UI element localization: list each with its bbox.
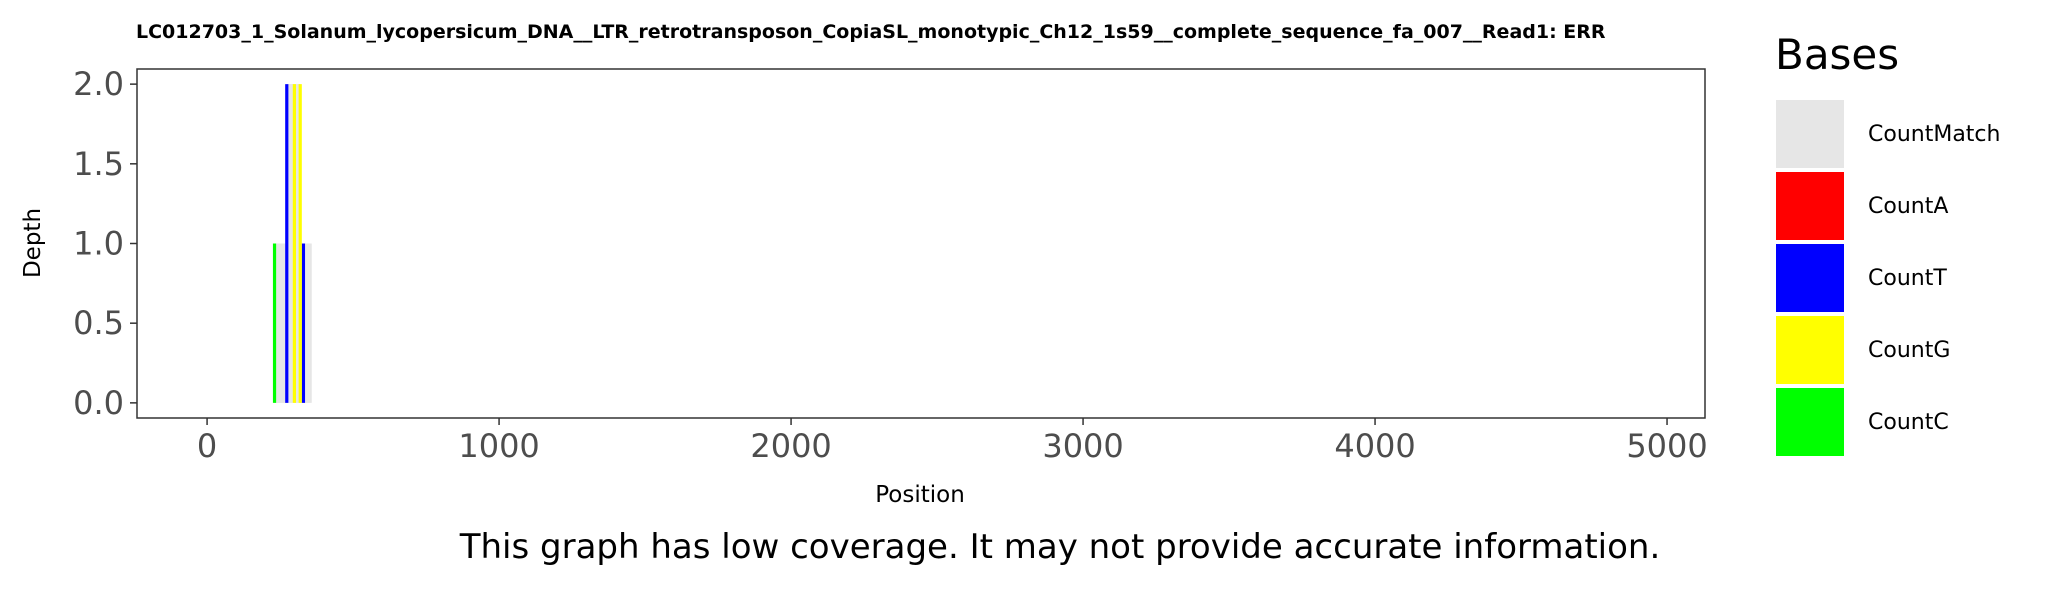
legend-label-counta: CountA [1868,194,1948,219]
legend-swatch-countg [1776,316,1844,384]
legend-title: Bases [1775,30,1899,79]
bar-countt-1 [301,243,306,403]
bar-countg-1 [298,84,302,403]
legend-label-countt: CountT [1868,266,1947,291]
legend-label-countmatch: CountMatch [1868,122,2000,147]
y-axis-label: Depth [20,208,46,278]
y-tick-label-4: 2.0 [73,65,124,103]
low-coverage-note: This graph has low coverage. It may not … [459,527,1661,567]
legend-label-countc: CountC [1868,410,1949,435]
chart-title: LC012703_1_Solanum_lycopersicum_DNA__LTR… [136,21,1606,43]
legend-items: CountMatch CountA CountT CountG CountC [1776,100,2000,456]
legend: Bases CountMatch CountA CountT CountG CountC [1775,30,2000,456]
bar-countt-0 [285,84,289,403]
y-tick-label-3: 1.5 [73,145,124,183]
plot-background [137,69,1705,418]
legend-swatch-counta [1776,172,1844,240]
bar-countg-0 [292,84,296,403]
legend-swatch-countt [1776,244,1844,312]
x-tick-label-0: 0 [197,427,217,465]
y-tick-label-1: 0.5 [73,304,124,342]
legend-label-countg: CountG [1868,338,1950,363]
bar-countmatch-27 [308,243,312,403]
legend-swatch-countmatch [1776,100,1844,168]
y-axis: 0.0 0.5 1.0 1.5 2.0 [73,65,137,422]
y-tick-label-2: 1.0 [73,225,124,263]
x-tick-label-4: 4000 [1334,427,1415,465]
x-tick-label-5: 5000 [1626,427,1707,465]
x-tick-label-1: 1000 [458,427,539,465]
plot-area [136,68,1706,419]
x-axis-label: Position [875,482,965,508]
x-tick-label-3: 3000 [1042,427,1123,465]
bar-countc-0 [272,243,277,403]
legend-swatch-countc [1776,388,1844,456]
y-tick-label-0: 0.0 [73,384,124,422]
bars-layer [272,84,312,403]
x-tick-label-2: 2000 [750,427,831,465]
x-axis: 0 1000 2000 3000 4000 5000 [197,418,1708,465]
